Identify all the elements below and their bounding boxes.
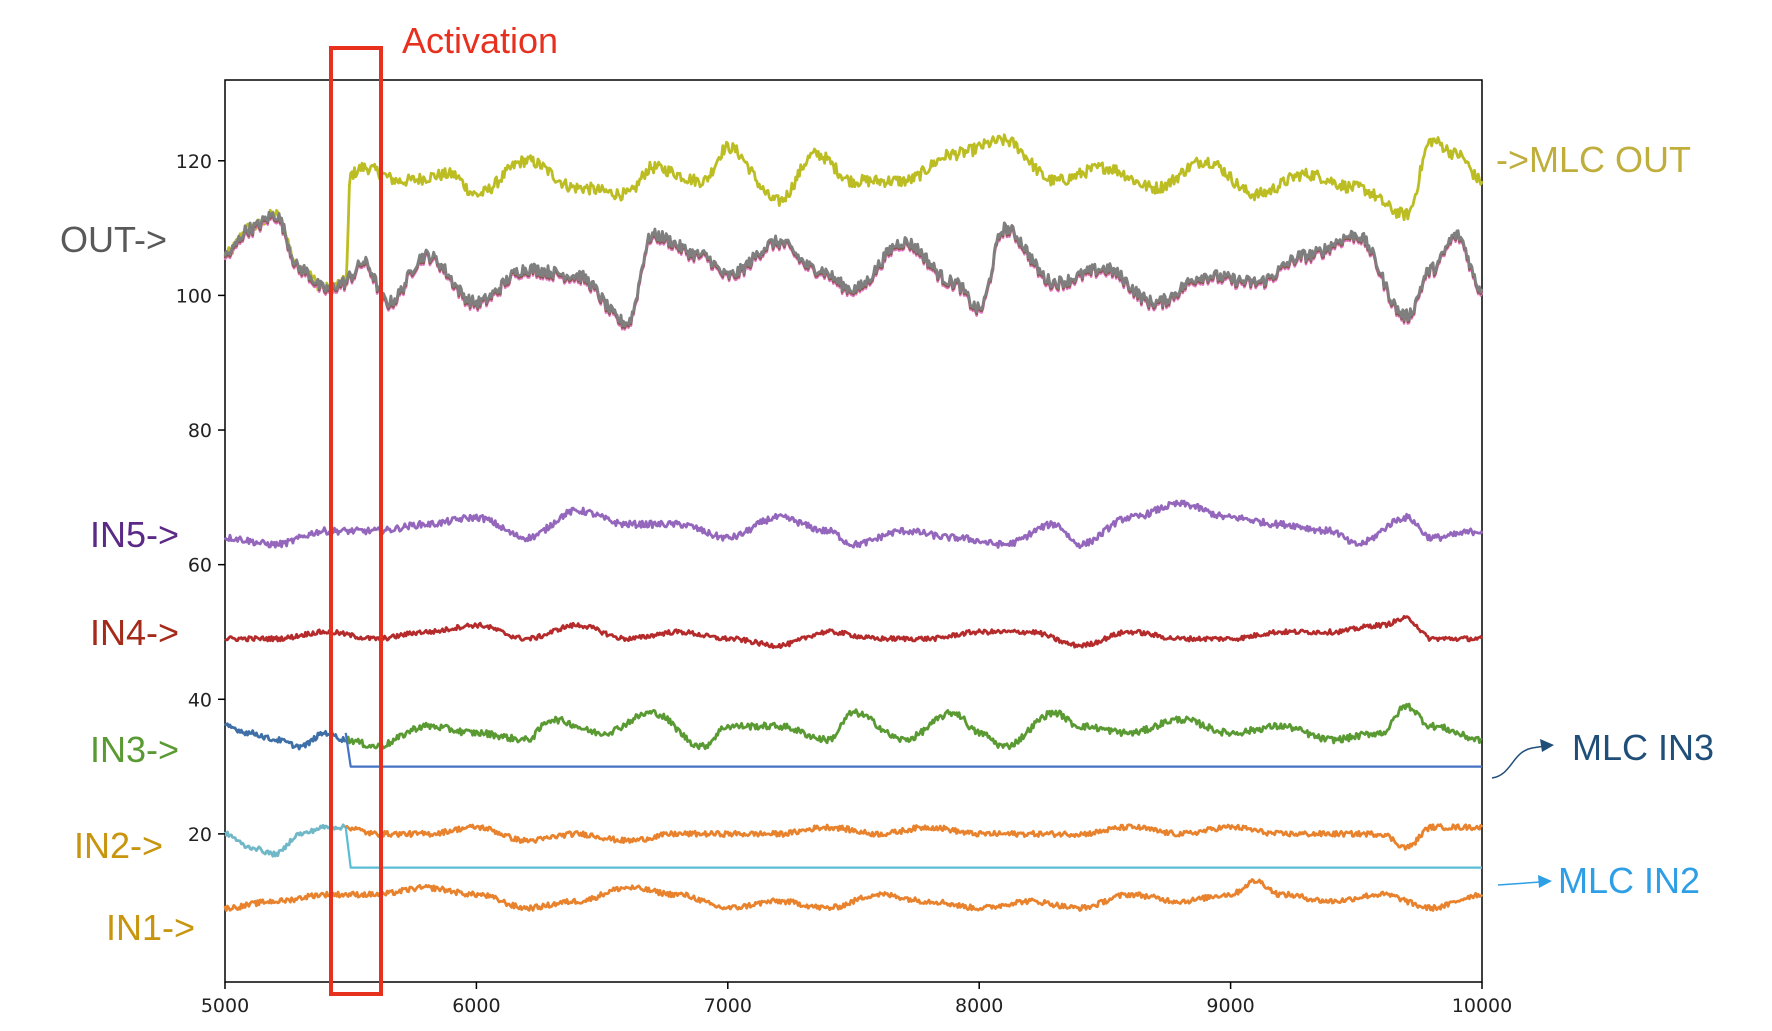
mlc-in2-arrowhead-icon (1538, 875, 1552, 888)
label-in5: IN5-> (90, 514, 179, 555)
mlc-in2-arrow-icon (1497, 881, 1541, 886)
y-tick-label: 40 (188, 689, 212, 711)
x-tick-label: 8000 (955, 995, 1003, 1017)
plot-frame (224, 79, 1483, 983)
label-mlc-in3: MLC IN3 (1572, 727, 1714, 768)
series-mlc-in3-line (344, 732, 1482, 768)
x-tick-label: 6000 (452, 995, 500, 1017)
label-in4: IN4-> (90, 612, 179, 653)
series-in3-before-line (223, 722, 347, 751)
y-tick-label: 20 (188, 824, 212, 846)
axis-layer: 5000 6000 7000 8000 9000 10000 20 40 60 80 100 120 (176, 151, 1512, 1017)
series-in3-line (344, 702, 1483, 751)
x-tick-label: 5000 (201, 995, 249, 1017)
activation-box (329, 46, 383, 996)
y-tick-label: 120 (176, 151, 212, 173)
series-out-line (223, 210, 1484, 328)
label-mlc-in2: MLC IN2 (1558, 860, 1700, 901)
mlc-in3-arrow-icon (1491, 745, 1546, 779)
series-mlc-in2-line (344, 827, 1482, 869)
series-in4-line (224, 615, 1484, 649)
label-in3: IN3-> (90, 729, 179, 770)
y-tick-label: 80 (188, 420, 212, 442)
label-in1: IN1-> (106, 907, 195, 948)
activation-label: Activation (402, 20, 558, 61)
label-in2: IN2-> (74, 825, 163, 866)
mlc-in3-arrowhead-icon (1540, 739, 1554, 752)
series-layer (223, 133, 1484, 912)
label-out: OUT-> (60, 219, 167, 260)
series-in5-line (223, 499, 1484, 550)
y-tick-label: 60 (188, 555, 212, 577)
series-in2-before-line (223, 823, 347, 858)
y-tick-label: 100 (176, 285, 212, 307)
series-in1-line (223, 878, 1484, 912)
x-tick-label: 9000 (1206, 995, 1254, 1017)
x-tick-label: 10000 (1452, 995, 1512, 1017)
x-tick-label: 7000 (704, 995, 752, 1017)
series-in2-line (344, 823, 1484, 851)
series-mlc-out-line (223, 133, 1484, 294)
label-mlc-out: ->MLC OUT (1496, 139, 1691, 180)
